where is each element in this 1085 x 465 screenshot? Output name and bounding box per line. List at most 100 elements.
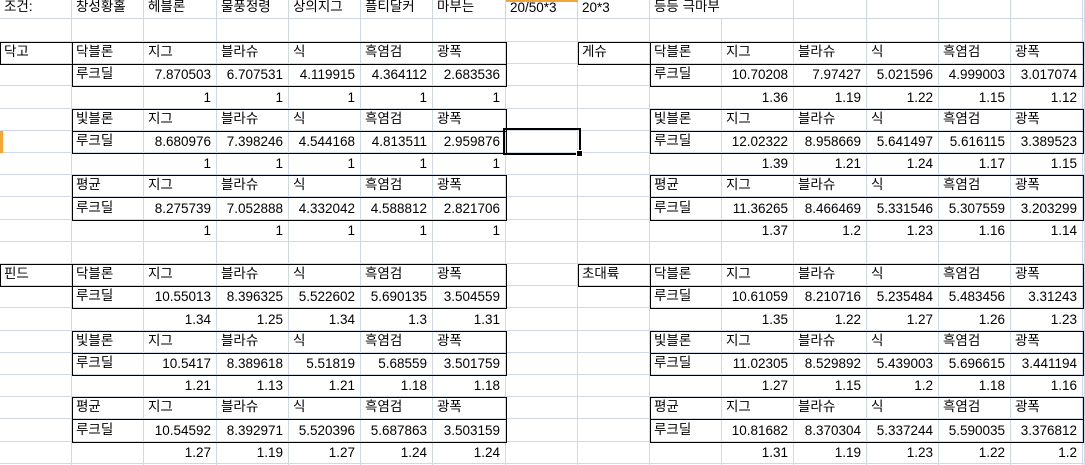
value-row-label-cell[interactable]: 루크딜 [72,197,144,220]
cell[interactable] [506,442,578,464]
cell[interactable] [1011,242,1083,264]
cell[interactable] [650,153,722,175]
column-header-cell[interactable]: 광폭 [1011,264,1083,286]
cell[interactable] [144,19,217,42]
column-header-cell[interactable]: 식 [289,331,361,353]
cell[interactable] [506,397,578,419]
cell[interactable] [0,220,72,242]
value-cell[interactable]: 5.331546 [867,197,939,220]
ratio-cell[interactable]: 1.27 [867,308,939,331]
cell[interactable] [72,153,144,175]
block-label-cell[interactable]: 닥블론 [650,42,722,64]
column-header-cell[interactable]: 광폭 [1011,175,1083,197]
ratio-cell[interactable]: 1.34 [144,308,217,331]
value-row-label-cell[interactable]: 루크딜 [72,64,144,86]
cell[interactable] [506,175,578,197]
block-label-cell[interactable]: 평균 [650,397,722,419]
column-header-cell[interactable]: 지그 [722,42,794,64]
ratio-cell[interactable]: 1 [144,153,217,175]
column-header-cell[interactable]: 광폭 [433,397,506,419]
value-cell[interactable]: 7.97427 [794,64,867,86]
column-header-cell[interactable]: 광폭 [1011,42,1083,64]
cell[interactable] [0,353,72,375]
column-header-cell[interactable]: 흑염검 [361,264,433,286]
ratio-cell[interactable]: 1.18 [939,375,1011,397]
value-cell[interactable]: 7.870503 [144,64,217,86]
ratio-cell[interactable]: 1.2 [867,375,939,397]
ratio-cell[interactable]: 1.21 [794,153,867,175]
cell[interactable] [0,419,72,442]
column-header-cell[interactable]: 블라슈 [217,175,289,197]
ratio-cell[interactable]: 1.19 [217,442,289,464]
cell[interactable] [578,109,650,131]
column-header-cell[interactable]: 식 [289,109,361,131]
ratio-cell[interactable]: 1 [217,220,289,242]
cell[interactable] [0,286,72,308]
cell[interactable] [939,0,1011,19]
block-label-cell[interactable]: 빛블론 [650,331,722,353]
group-label-cell[interactable]: 게슈 [578,42,650,64]
value-cell[interactable]: 5.520396 [289,419,361,442]
ratio-cell[interactable]: 1 [433,153,506,175]
cell[interactable] [289,19,361,42]
block-label-cell[interactable]: 닥블론 [650,264,722,286]
cell[interactable] [506,375,578,397]
value-cell[interactable]: 8.392971 [217,419,289,442]
cell[interactable] [578,353,650,375]
value-row-label-cell[interactable]: 루크딜 [72,131,144,153]
cell[interactable] [578,175,650,197]
sheet-header-cell[interactable]: 등등 극마부 [650,0,794,19]
cell[interactable] [650,308,722,331]
cell[interactable] [0,442,72,464]
column-header-cell[interactable]: 광폭 [1011,331,1083,353]
value-cell[interactable]: 2.959876 [433,131,506,153]
ratio-cell[interactable]: 1.12 [1011,86,1083,109]
ratio-cell[interactable]: 1.39 [722,153,794,175]
group-label-cell[interactable]: 닥고 [0,42,72,64]
cell[interactable] [867,0,939,19]
cell[interactable] [939,242,1011,264]
cell[interactable] [506,42,578,64]
value-cell[interactable]: 8.210716 [794,286,867,308]
value-cell[interactable]: 10.54592 [144,419,217,442]
cell[interactable] [0,175,72,197]
value-cell[interactable]: 4.119915 [289,64,361,86]
cell[interactable] [0,153,72,175]
cell[interactable] [794,19,867,42]
value-cell[interactable]: 4.588812 [361,197,433,220]
value-row-label-cell[interactable]: 루크딜 [650,197,722,220]
cell[interactable] [506,353,578,375]
ratio-cell[interactable]: 1 [289,153,361,175]
ratio-cell[interactable]: 1.19 [794,442,867,464]
column-header-cell[interactable]: 광폭 [433,264,506,286]
cell[interactable] [72,86,144,109]
value-cell[interactable]: 8.680976 [144,131,217,153]
cell[interactable] [578,375,650,397]
block-label-cell[interactable]: 빛블론 [72,109,144,131]
ratio-cell[interactable]: 1.21 [144,375,217,397]
value-cell[interactable]: 4.364112 [361,64,433,86]
cell[interactable] [72,375,144,397]
ratio-cell[interactable]: 1.25 [217,308,289,331]
value-row-label-cell[interactable]: 루크딜 [650,353,722,375]
column-header-cell[interactable]: 식 [867,42,939,64]
cell[interactable] [289,242,361,264]
value-cell[interactable]: 8.370304 [794,419,867,442]
cell[interactable] [361,242,433,264]
value-cell[interactable]: 3.504559 [433,286,506,308]
value-cell[interactable]: 5.687863 [361,419,433,442]
value-cell[interactable]: 3.203299 [1011,197,1083,220]
column-header-cell[interactable]: 흑염검 [939,331,1011,353]
block-label-cell[interactable]: 빛블론 [650,109,722,131]
ratio-cell[interactable]: 1.15 [939,86,1011,109]
value-cell[interactable]: 3.017074 [1011,64,1083,86]
cell[interactable] [433,242,506,264]
ratio-cell[interactable]: 1.22 [867,86,939,109]
column-header-cell[interactable]: 지그 [722,175,794,197]
column-header-cell[interactable]: 광폭 [433,175,506,197]
ratio-cell[interactable]: 1.15 [794,375,867,397]
ratio-cell[interactable]: 1.3 [361,308,433,331]
column-header-cell[interactable]: 식 [289,264,361,286]
fill-handle-icon[interactable] [576,150,583,157]
column-header-cell[interactable]: 지그 [144,42,217,64]
